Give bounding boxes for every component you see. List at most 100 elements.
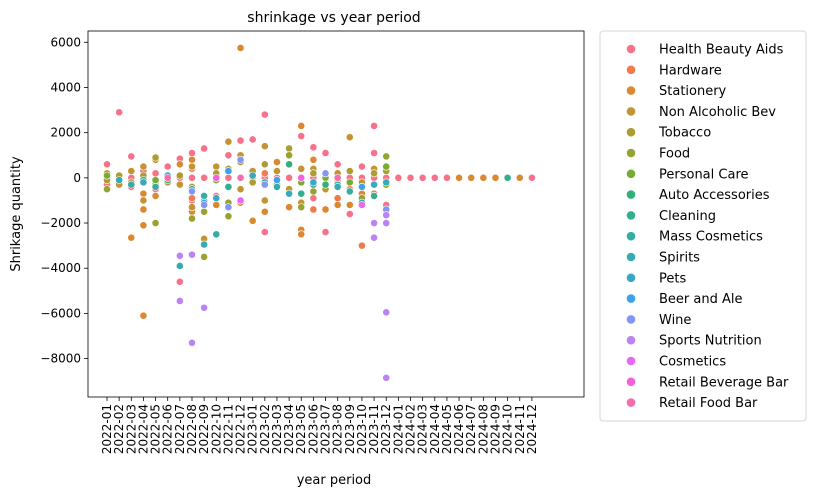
data-point: [260, 180, 269, 189]
data-point: [333, 182, 342, 191]
data-point: [188, 194, 196, 203]
data-point: [248, 171, 257, 180]
y-axis-ticks: −8000 −6000 −4000 −2000 0 2000 4000 6000: [40, 35, 88, 366]
data-point: [175, 262, 184, 270]
data-point: [188, 173, 196, 182]
data-point: [285, 203, 293, 212]
data-point: [382, 162, 391, 171]
data-point: [467, 173, 476, 182]
chart-title: shrinkage vs year period: [247, 10, 420, 26]
data-point: [188, 155, 196, 164]
data-point: [175, 180, 184, 189]
data-point: [285, 160, 293, 169]
y-tick-label: −6000: [40, 306, 81, 320]
data-point: [321, 180, 330, 189]
data-point: [382, 211, 391, 220]
data-point: [151, 192, 160, 200]
data-point: [188, 214, 196, 223]
x-tick-label: 2023-06: [306, 404, 320, 454]
legend-label: Auto Accessories: [659, 188, 770, 203]
data-point: [248, 178, 257, 187]
x-tick-label: 2022-05: [149, 404, 163, 454]
data-point: [285, 144, 293, 153]
legend-label: Retail Food Bar: [659, 396, 758, 411]
legend-label: Personal Care: [659, 167, 749, 182]
x-tick-label: 2023-08: [331, 404, 345, 454]
data-point: [127, 167, 136, 175]
legend-label: Cosmetics: [659, 355, 726, 370]
data-point: [321, 228, 330, 236]
data-point: [297, 189, 306, 198]
data-point: [479, 173, 488, 182]
x-tick-label: 2023-12: [379, 404, 393, 454]
data-point: [139, 196, 148, 205]
x-tick-label: 2022-09: [197, 404, 211, 454]
y-tick-label: −4000: [40, 261, 81, 275]
x-tick-label: 2023-04: [282, 404, 296, 454]
x-tick-label: 2023-02: [258, 404, 272, 454]
data-point: [321, 169, 330, 178]
x-tick-label: 2022-02: [112, 404, 126, 454]
data-point: [212, 201, 221, 209]
data-point: [309, 155, 318, 164]
legend-marker: [626, 44, 636, 54]
y-tick-label: 0: [73, 171, 81, 185]
data-point: [260, 110, 269, 119]
data-point: [175, 251, 184, 260]
data-point: [273, 158, 281, 166]
data-point: [200, 192, 209, 200]
data-point: [382, 373, 391, 382]
data-point: [200, 253, 209, 261]
x-tick-label: 2024-12: [525, 404, 539, 454]
data-point: [358, 201, 366, 209]
data-point: [370, 192, 378, 200]
y-tick-label: 2000: [50, 126, 81, 140]
data-point: [103, 171, 111, 180]
data-point: [103, 160, 111, 169]
data-point: [333, 194, 342, 203]
data-point: [321, 149, 330, 157]
data-point: [430, 173, 439, 182]
data-point: [236, 173, 245, 182]
legend-label: Beer and Ale: [659, 292, 742, 307]
data-point: [443, 173, 451, 182]
data-point: [370, 233, 378, 242]
x-tick-label: 2022-11: [221, 404, 235, 454]
data-point: [345, 201, 354, 209]
x-axis-ticks: 2022-012022-022022-032022-042022-052022-…: [100, 397, 539, 454]
data-point: [260, 228, 269, 236]
data-point: [127, 180, 136, 189]
x-tick-label: 2023-03: [270, 404, 284, 454]
data-point: [224, 137, 233, 146]
legend-label: Retail Beverage Bar: [659, 375, 789, 390]
data-point: [200, 173, 209, 182]
legend-label: Tobacco: [658, 126, 711, 141]
legend-label: Spirits: [659, 251, 700, 266]
legend-marker: [626, 356, 636, 366]
data-point: [370, 149, 378, 157]
data-point: [236, 155, 245, 164]
legend-label: Food: [659, 147, 690, 162]
data-point: [188, 203, 196, 212]
y-tick-label: 4000: [50, 80, 81, 94]
data-point: [115, 176, 124, 185]
legend-marker: [626, 85, 636, 96]
x-tick-label: 2024-03: [416, 404, 430, 454]
plot-area: [88, 31, 584, 397]
data-point: [309, 205, 318, 214]
data-point: [139, 205, 148, 214]
data-point: [200, 303, 209, 312]
data-point: [224, 151, 233, 160]
data-point: [236, 185, 245, 194]
data-point: [224, 167, 233, 175]
legend-marker: [626, 397, 636, 408]
x-tick-label: 2024-04: [428, 404, 442, 454]
data-point: [163, 173, 172, 182]
legend-label: Health Beauty Aids: [659, 43, 784, 58]
legend-label: Cleaning: [659, 209, 716, 224]
data-point: [151, 219, 160, 227]
data-point: [418, 173, 427, 182]
legend-marker: [626, 148, 636, 158]
data-point: [224, 203, 233, 212]
